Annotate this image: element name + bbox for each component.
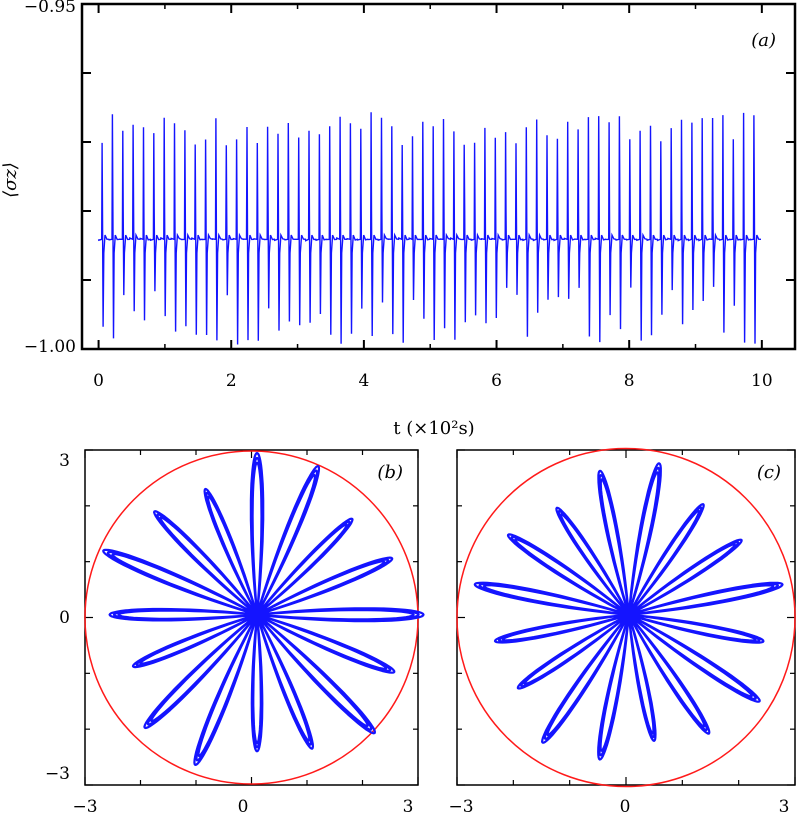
- panel-b-rose-trace: [102, 451, 425, 766]
- panel-c-tag: (c): [757, 462, 781, 483]
- panel-a-xtick-label: 8: [624, 371, 635, 391]
- panel-a-ylabel: ⟨σz⟩: [0, 162, 21, 198]
- panel-a-frame: [80, 2, 797, 351]
- panel-a-xtick-label: 4: [358, 371, 369, 391]
- panel-a-xlabel: t (×10²s): [393, 418, 474, 439]
- panel-c: −3 0 3 (c): [448, 447, 796, 817]
- panel-a-ytick-top: −0.95: [24, 0, 76, 17]
- panel-c-ticks: [456, 449, 796, 786]
- panel-a-xtick-labels: 0 2 4 6 8 10: [93, 371, 772, 391]
- panel-a-trace: [97, 112, 761, 345]
- panel-a: −0.95 −1.00 0 2 4 6 8 10 ⟨σz⟩ t (×10²s) (a): [0, 0, 797, 439]
- panel-a-xtick-label: 10: [751, 371, 773, 391]
- panel-a-xtick-label: 0: [93, 371, 104, 391]
- panel-c-xtick-mid: 0: [620, 797, 631, 817]
- panel-c-rose-trace: [473, 462, 784, 761]
- panel-b-ytick-mid: 0: [59, 608, 70, 628]
- panel-a-xtick-label: 6: [491, 371, 502, 391]
- panel-b-ytick-bottom: −3: [45, 764, 70, 784]
- panel-c-bound-circle: [456, 447, 796, 788]
- panel-c-xtick-left: −3: [448, 797, 473, 817]
- panel-b: 3 0 −3 −3 0 3 (b): [45, 449, 425, 817]
- panel-a-xtick-label: 2: [226, 371, 237, 391]
- panel-a-ticks: [82, 3, 795, 350]
- panel-b-tag: (b): [377, 462, 403, 483]
- panel-a-ytick-bottom: −1.00: [24, 337, 76, 357]
- panel-c-xtick-right: 3: [779, 797, 790, 817]
- panel-a-tag: (a): [751, 30, 776, 51]
- panel-b-xtick-mid: 0: [238, 797, 249, 817]
- panel-b-xtick-left: −3: [72, 797, 97, 817]
- panel-b-xtick-right: 3: [403, 797, 414, 817]
- panel-b-ytick-top: 3: [59, 451, 70, 471]
